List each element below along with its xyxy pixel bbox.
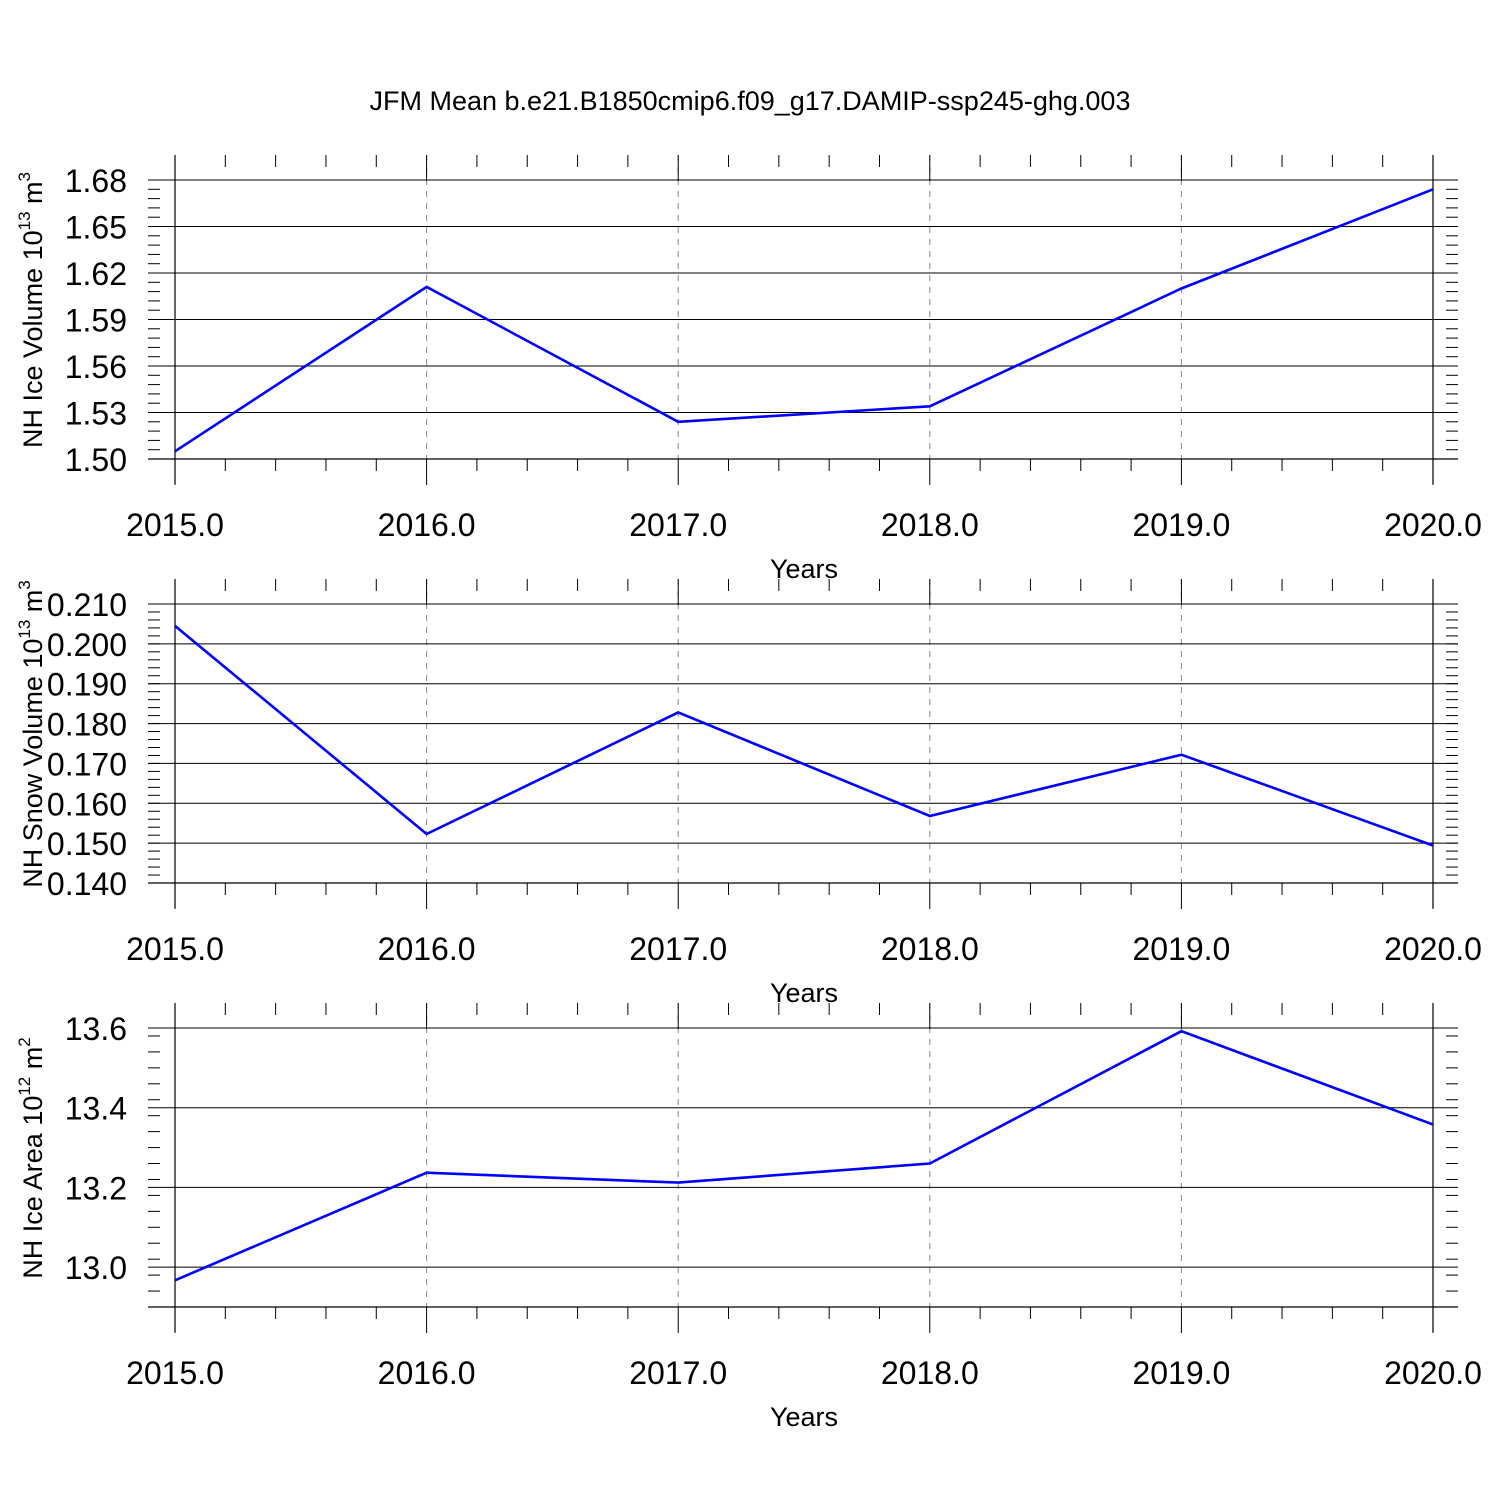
x-axis-label: Years [770, 554, 838, 584]
series-line [174, 624, 1434, 847]
y-tick-label: 1.59 [65, 303, 127, 339]
y-tick-label: 0.190 [47, 667, 127, 703]
y-tick-label: 1.68 [65, 163, 127, 199]
x-tick-label: 2017.0 [629, 931, 727, 967]
y-tick-label: 0.210 [47, 587, 127, 623]
y-tick-label: 1.50 [65, 442, 127, 478]
chart-panel-1: 2015.0 2016.0 2017.0 2018.0 2019.0 2020.0 1.50… [15, 155, 1482, 584]
x-tick-label: 2018.0 [881, 1355, 979, 1391]
x-tick-label: 2016.0 [378, 931, 476, 967]
x-tick-label: 2018.0 [881, 931, 979, 967]
series-line [174, 188, 1434, 453]
y-tick-label: 1.56 [65, 349, 127, 385]
x-axis-label: Years [770, 1402, 838, 1432]
x-tick-label: 2015.0 [126, 507, 224, 543]
y-tick-label: 1.65 [65, 210, 127, 246]
x-tick-label: 2015.0 [126, 1355, 224, 1391]
y-tick-label: 0.140 [47, 866, 127, 902]
x-tick-label: 2016.0 [378, 1355, 476, 1391]
y-tick-label: 1.53 [65, 396, 127, 432]
x-tick-label: 2018.0 [881, 507, 979, 543]
chart-panel-3: 2015.0 2016.0 2017.0 2018.0 2019.0 2020.0 13.0… [15, 1003, 1482, 1432]
y-tick-label: 13.6 [65, 1011, 127, 1047]
x-tick-label: 2016.0 [378, 507, 476, 543]
x-tick-label: 2017.0 [629, 507, 727, 543]
x-tick-label: 2019.0 [1132, 1355, 1230, 1391]
y-tick-label: 0.180 [47, 707, 127, 743]
y-tick-label: 0.170 [47, 746, 127, 782]
y-tick-label: 1.62 [65, 256, 127, 292]
x-tick-label: 2020.0 [1384, 1355, 1482, 1391]
x-tick-label: 2019.0 [1132, 507, 1230, 543]
y-tick-label: 13.0 [65, 1250, 127, 1286]
chart-panel-2: 2015.0 2016.0 2017.0 2018.0 2019.0 2020.0 0.14… [15, 579, 1482, 1008]
y-axis-label: NH Snow Volume 1013 m3 [15, 580, 48, 888]
y-tick-label: 0.150 [47, 826, 127, 862]
figure-title: JFM Mean b.e21.B1850cmip6.f09_g17.DAMIP-… [369, 86, 1131, 116]
x-tick-label: 2020.0 [1384, 507, 1482, 543]
y-tick-label: 13.2 [65, 1170, 127, 1206]
x-axis-label: Years [770, 978, 838, 1008]
x-tick-label: 2015.0 [126, 931, 224, 967]
y-tick-label: 13.4 [65, 1091, 127, 1127]
x-tick-label: 2019.0 [1132, 931, 1230, 967]
series-line [174, 1029, 1434, 1282]
y-tick-label: 0.200 [47, 627, 127, 663]
x-tick-label: 2017.0 [629, 1355, 727, 1391]
y-axis-label: NH Ice Area 1012 m2 [15, 1037, 48, 1278]
y-axis-label: NH Ice Volume 1013 m3 [15, 172, 48, 448]
y-tick-label: 0.160 [47, 786, 127, 822]
x-tick-label: 2020.0 [1384, 931, 1482, 967]
